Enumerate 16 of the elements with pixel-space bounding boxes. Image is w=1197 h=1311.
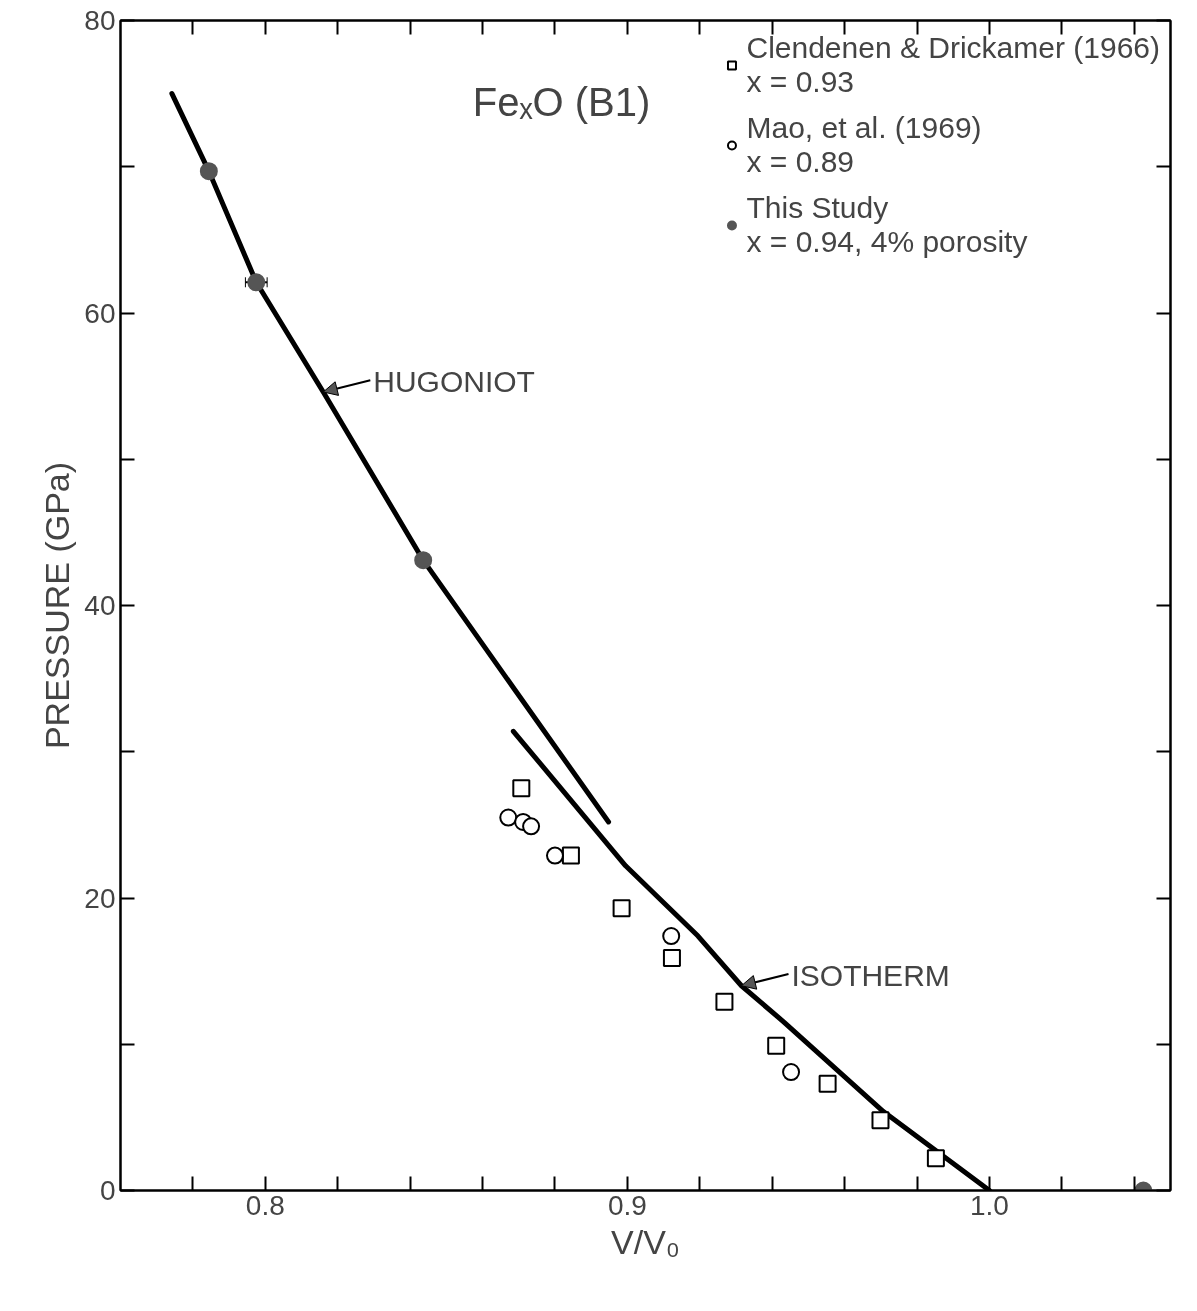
x-tick-label: 0.9 bbox=[607, 1189, 647, 1221]
x-axis-title: V/V₀ bbox=[611, 1222, 680, 1261]
y-tick-label: 20 bbox=[84, 882, 116, 914]
y-tick-label: 40 bbox=[84, 590, 116, 621]
legend-label: Clendenen & Drickamer (1966) x = 0.93 bbox=[746, 30, 1160, 100]
legend-label: ISOTHERM bbox=[791, 959, 950, 993]
legend-label: Mao, et al. (1969) x = 0.89 bbox=[746, 110, 982, 180]
text: FeₓO (B1) bbox=[472, 80, 651, 125]
legend-label: HUGONIOT bbox=[373, 365, 535, 399]
x-tick-label: 0.8 bbox=[245, 1189, 285, 1221]
y-tick-label: 80 bbox=[84, 5, 116, 36]
y-tick-label: 0 bbox=[99, 1175, 116, 1206]
y-axis-title: PRESSURE (GPa) bbox=[38, 461, 77, 750]
x-tick-label: 1.0 bbox=[970, 1189, 1009, 1221]
legend-label: This Study x = 0.94, 4% porosity bbox=[746, 190, 1028, 260]
y-tick-label: 60 bbox=[84, 297, 116, 329]
